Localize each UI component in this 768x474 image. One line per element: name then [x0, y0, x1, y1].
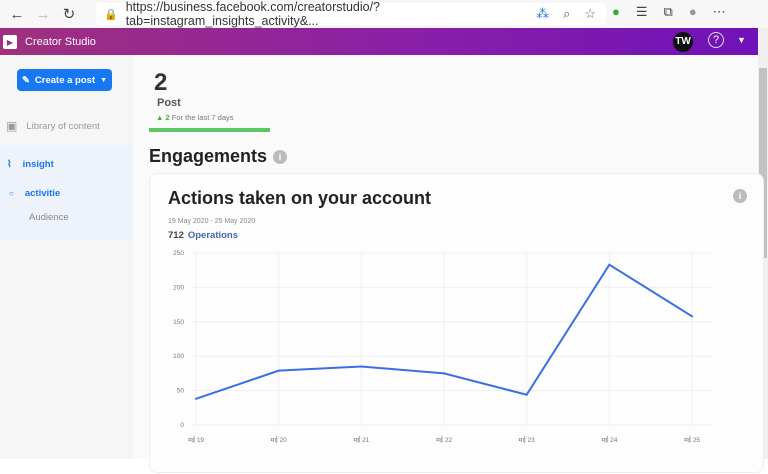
data-point: [691, 315, 693, 318]
sidebar-item-audience[interactable]: Audience: [29, 212, 69, 223]
post-progress-bar: [149, 128, 270, 132]
y-tick-label: 50: [177, 388, 185, 395]
reload-icon[interactable]: ↻: [62, 6, 76, 23]
lock-icon: 🔒: [104, 8, 118, 21]
line-chart: 0 50 100 150 200 250 मई 19 मई 20 मई 21 मई 22 मई 23…: [173, 250, 712, 444]
data-point: [525, 393, 528, 396]
y-tick-label: 100: [173, 353, 184, 360]
chevron-down-icon: ▼: [100, 76, 108, 84]
sidebar-item-activity[interactable]: ○ activitie: [9, 188, 60, 199]
sidebar-item-label: insight: [22, 159, 54, 170]
x-tick-label: मई 20: [271, 436, 287, 444]
creator-studio-logo-icon: ▶: [3, 34, 17, 49]
info-icon[interactable]: i: [733, 189, 747, 203]
insight-chart-icon: ⌇: [7, 159, 12, 170]
data-point: [608, 263, 611, 266]
forward-icon[interactable]: →: [35, 5, 51, 23]
sidebar-item-library[interactable]: ▣ Library of content: [6, 119, 100, 133]
x-tick-label: मई 24: [601, 436, 617, 444]
sidebar: ✎ Create a post ▼ ▣ Library of content ⌇…: [0, 55, 133, 459]
total-operations: 712 Operations: [168, 230, 239, 241]
y-tick-label: 200: [173, 284, 184, 291]
date-range: 19 May 2020 - 25 May 2020: [168, 218, 256, 225]
sidebar-item-label: activitie: [24, 188, 61, 199]
post-delta: ▲ 2 For the last 7 days: [156, 113, 234, 122]
translate-icon[interactable]: ⁂: [536, 6, 550, 21]
help-icon[interactable]: ?: [708, 32, 724, 48]
browser-toolbar: ← → ↻ 🔒 https://business.facebook.com/cr…: [0, 0, 768, 28]
back-icon[interactable]: ←: [9, 5, 25, 23]
more-icon[interactable]: ⋯: [712, 4, 726, 19]
y-tick-label: 0: [180, 422, 184, 429]
post-count: 2: [154, 69, 168, 96]
main-content: 2 Post ▲ 2 For the last 7 days Engagemen…: [133, 55, 764, 473]
sidebar-item-insight[interactable]: ⌇ insight: [7, 159, 54, 170]
up-arrow-icon: ▲: [156, 113, 164, 122]
x-tick-label: मई 23: [519, 436, 535, 444]
data-point: [277, 369, 280, 372]
y-tick-label: 150: [173, 319, 184, 326]
insights-section: ⌇ insight ○ activitie Audience: [0, 145, 133, 240]
sidebar-item-label: Library of content: [26, 120, 100, 132]
collections-icon[interactable]: ⧉: [663, 4, 673, 19]
app-title: Creator Studio: [25, 35, 96, 48]
data-point: [360, 365, 363, 368]
edit-icon: ✎: [21, 74, 30, 86]
engagements-heading: Engagements i: [149, 146, 288, 167]
info-icon[interactable]: i: [273, 149, 288, 164]
y-tick-label: 250: [173, 250, 184, 257]
create-post-button[interactable]: ✎ Create a post ▼: [17, 69, 112, 91]
card-title: Actions taken on your account: [168, 188, 432, 208]
actions-card: Actions taken on your account i 19 May 2…: [149, 173, 764, 473]
profile-icon[interactable]: ●: [688, 4, 697, 19]
data-point: [195, 397, 197, 400]
url-text: https://business.facebook.com/creatorstu…: [125, 0, 381, 28]
library-icon: ▣: [6, 119, 18, 133]
address-bar[interactable]: 🔒 https://business.facebook.com/creators…: [96, 0, 606, 28]
chevron-down-icon[interactable]: ▼: [737, 35, 746, 45]
create-post-label: Create a post: [34, 74, 96, 86]
x-tick-label: मई 21: [353, 436, 369, 444]
star-icon[interactable]: ☆: [584, 6, 596, 21]
x-tick-label: मई 19: [188, 436, 204, 444]
x-tick-label: मई 25: [684, 436, 700, 444]
zoom-icon[interactable]: ⌕: [563, 6, 571, 21]
circle-icon: ○: [9, 189, 14, 198]
extension-icon[interactable]: ●: [612, 4, 620, 19]
x-tick-label: मई 22: [436, 436, 452, 444]
favorites-icon[interactable]: ☰: [635, 4, 648, 19]
avatar[interactable]: TW: [673, 32, 693, 52]
post-label: Post: [157, 97, 181, 109]
data-point: [443, 372, 445, 375]
app-header: ▶ Creator Studio TW ? ▼: [0, 28, 758, 55]
